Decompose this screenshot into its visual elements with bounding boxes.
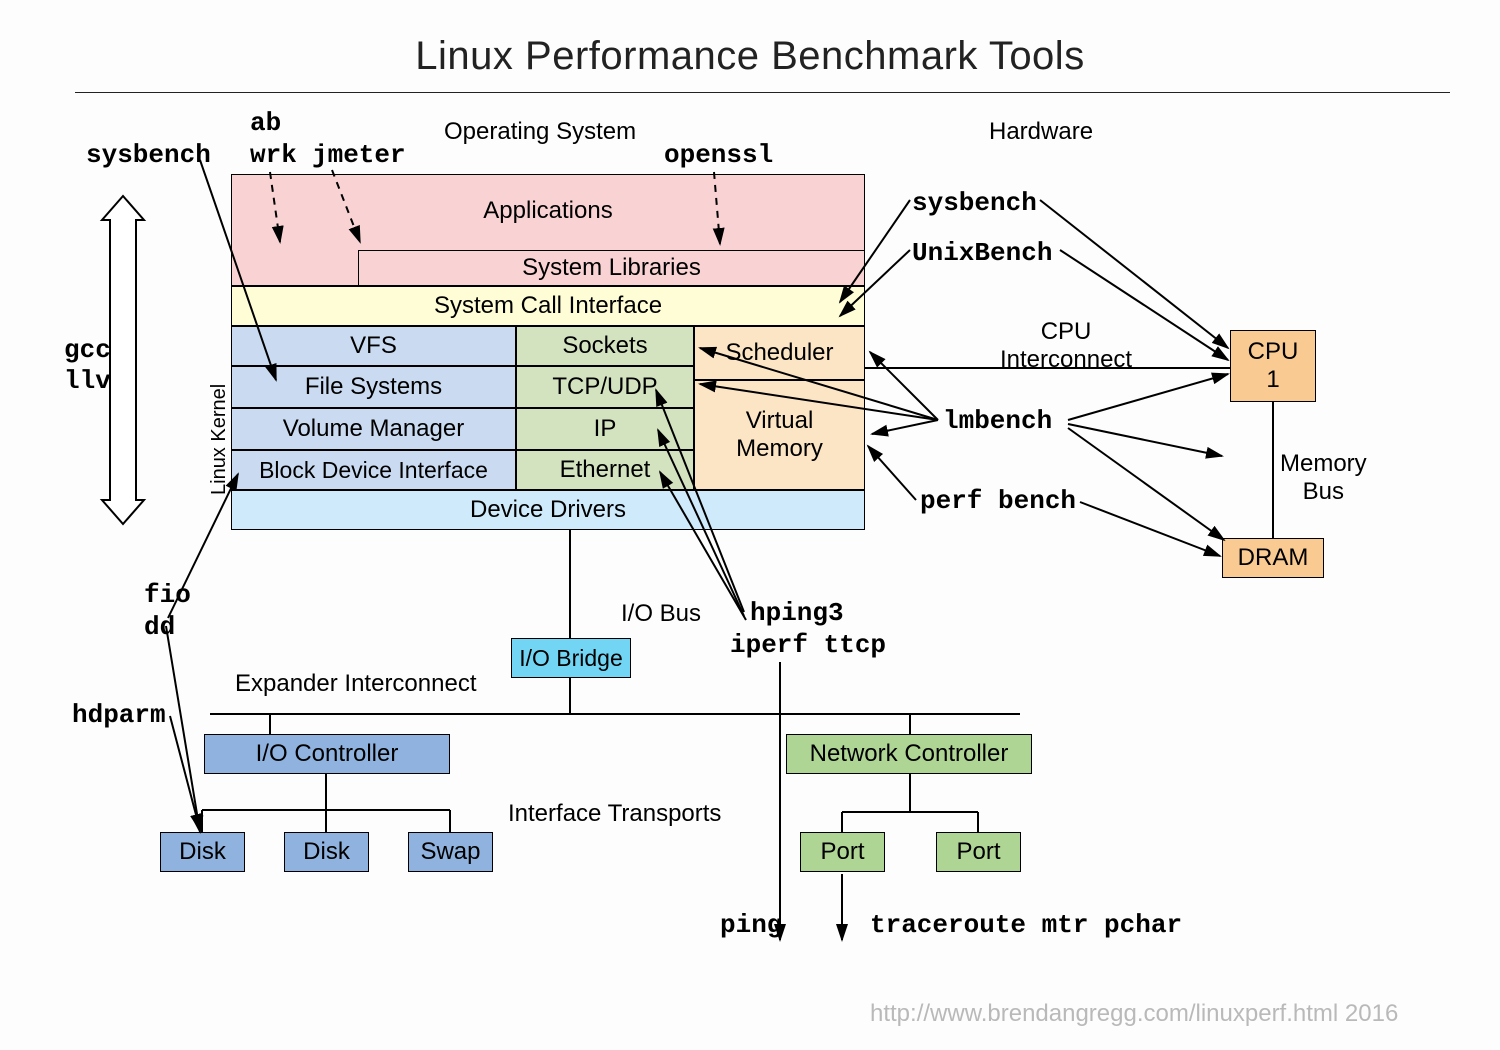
diagram-stage: Linux Performance Benchmark Toolshttp://… <box>0 0 1500 1050</box>
double-arrow-icon <box>102 196 144 524</box>
connector-layer <box>0 0 1500 1050</box>
